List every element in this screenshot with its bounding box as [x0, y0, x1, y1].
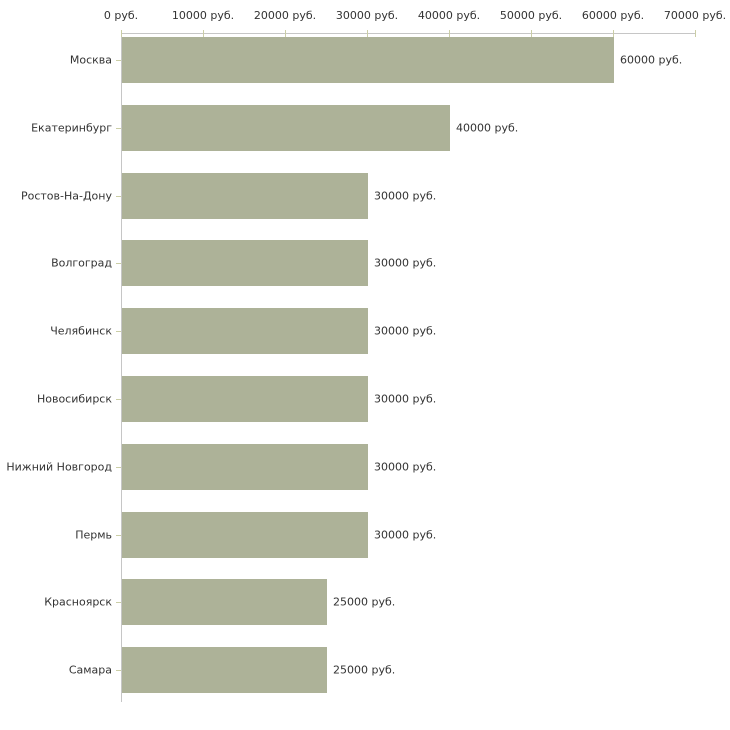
category-label: Волгоград [51, 256, 112, 270]
bar-row: Волгоград 30000 руб. [0, 240, 730, 287]
category-tick [116, 127, 121, 129]
bar-row: Новосибирск 30000 руб. [0, 376, 730, 422]
value-label: 25000 руб. [333, 595, 396, 609]
category-tick [116, 466, 121, 468]
bar [122, 172, 368, 219]
category-tick [116, 60, 121, 61]
x-axis-tick [367, 30, 368, 37]
value-label: 30000 руб. [374, 460, 437, 474]
value-label: 60000 руб. [620, 53, 683, 67]
bar-row: Екатеринбург 40000 руб. [0, 104, 730, 151]
category-label: Пермь [75, 528, 112, 542]
category-label: Самара [68, 663, 112, 677]
bar-row: Москва 60000 руб. [0, 37, 730, 83]
category-tick [116, 263, 121, 265]
category-tick [116, 602, 121, 604]
bar [122, 579, 327, 626]
bar [122, 511, 368, 558]
x-axis-tick [613, 30, 614, 37]
x-axis-tick-label: 40000 руб. [417, 9, 481, 22]
x-axis-tick [531, 30, 532, 37]
category-label: Москва [69, 53, 112, 67]
category-tick [116, 670, 121, 672]
bar-row: Пермь 30000 руб. [0, 511, 730, 558]
x-axis-tick-label: 70000 руб. [663, 9, 727, 22]
x-axis-tick-label: 30000 руб. [335, 9, 399, 22]
value-label: 30000 руб. [374, 392, 437, 406]
bar-row: Самара 25000 руб. [0, 647, 730, 694]
value-label: 30000 руб. [374, 324, 437, 338]
bar [122, 647, 327, 694]
value-label: 30000 руб. [374, 189, 437, 203]
x-axis-tick-label: 0 руб. [103, 9, 139, 22]
x-axis-tick [121, 30, 122, 37]
bar-row: Нижний Новгород 30000 руб. [0, 443, 730, 490]
bar-row: Челябинск 30000 руб. [0, 308, 730, 355]
x-axis-tick-label: 60000 руб. [581, 9, 645, 22]
category-label: Челябинск [50, 324, 112, 338]
bar [122, 104, 450, 151]
value-label: 25000 руб. [333, 663, 396, 677]
x-axis-tick [285, 30, 286, 37]
category-tick [116, 534, 121, 536]
category-label: Красноярск [44, 595, 112, 609]
x-axis-tick-label: 50000 руб. [499, 9, 563, 22]
bar [122, 308, 368, 355]
x-axis-tick-label: 20000 руб. [253, 9, 317, 22]
bar [122, 240, 368, 287]
category-tick [116, 399, 121, 400]
category-label: Новосибирск [36, 392, 112, 406]
bar-row: Ростов-На-Дону 30000 руб. [0, 172, 730, 219]
bar [122, 376, 368, 422]
category-label: Нижний Новгород [6, 460, 112, 474]
category-tick [116, 331, 121, 333]
x-axis-tick [449, 30, 450, 37]
x-axis-tick [695, 30, 696, 37]
x-axis-tick [203, 30, 204, 37]
category-tick [116, 195, 121, 197]
x-axis-tick-label: 10000 руб. [171, 9, 235, 22]
bar [122, 37, 614, 83]
value-label: 30000 руб. [374, 256, 437, 270]
value-label: 30000 руб. [374, 528, 437, 542]
category-label: Ростов-На-Дону [20, 189, 112, 203]
y-axis-line [121, 33, 122, 702]
x-axis-line [121, 33, 696, 34]
category-label: Екатеринбург [31, 121, 112, 135]
bar-row: Красноярск 25000 руб. [0, 579, 730, 626]
bar [122, 443, 368, 490]
value-label: 40000 руб. [456, 121, 519, 135]
